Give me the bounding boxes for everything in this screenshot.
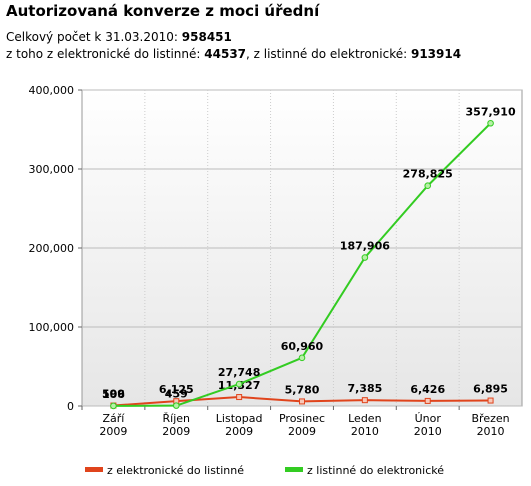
y-tick-label: 400,000 xyxy=(29,84,75,97)
value-label: 278,825 xyxy=(403,168,453,181)
e2l-value: 44537 xyxy=(204,47,247,61)
point xyxy=(110,402,117,410)
total-label: Celkový počet k 31.03.2010: xyxy=(6,30,178,44)
x-tick-label-line: Listopad xyxy=(216,412,263,425)
point xyxy=(361,254,369,261)
value-label: 459 xyxy=(165,388,188,401)
x-tick-label: Říjen 2009 xyxy=(162,412,190,438)
legend-swatch xyxy=(285,467,303,472)
x-tick-label: Září 2009 xyxy=(99,412,127,438)
legend-label: z elektronické do listinné xyxy=(107,464,244,477)
point xyxy=(424,397,431,404)
value-label: 599 xyxy=(102,388,125,401)
point xyxy=(299,398,305,405)
x-tick-label-line: 2010 xyxy=(477,425,505,438)
x-tick-label-line: Únor xyxy=(415,412,442,425)
total-value: 958451 xyxy=(181,30,232,44)
point xyxy=(487,397,494,404)
value-label: 357,910 xyxy=(466,105,516,118)
x-tick-label: Leden 2010 xyxy=(348,412,381,438)
x-tick-label-line: 2009 xyxy=(162,425,190,438)
legend-swatch xyxy=(85,467,103,472)
point xyxy=(298,354,306,362)
value-label: 5,780 xyxy=(285,383,320,396)
point xyxy=(235,380,243,388)
y-tick-label: 300,000 xyxy=(29,163,75,176)
e2l-label: z toho z elektronické do listinné: xyxy=(6,47,201,61)
y-tick-label: 200,000 xyxy=(29,242,75,255)
point xyxy=(487,119,494,127)
x-tick-label-line: 2009 xyxy=(225,425,253,438)
split-line: z toho z elektronické do listinné: 44537… xyxy=(6,47,461,61)
x-tick-label-line: Prosinec xyxy=(279,412,325,425)
value-label: 60,960 xyxy=(281,340,324,353)
x-tick-label: Listopad 2009 xyxy=(216,412,263,438)
value-label: 6,125 xyxy=(159,383,194,396)
x-tick-label-line: 2010 xyxy=(414,425,442,438)
value-label: 6,426 xyxy=(410,383,445,396)
x-tick-label-line: 2009 xyxy=(288,425,316,438)
legend-label: z listinné do elektronické xyxy=(307,464,444,477)
y-tick-label: 100,000 xyxy=(29,321,75,334)
value-label: 106 xyxy=(102,388,125,401)
l2e-value: 913914 xyxy=(410,47,462,61)
point xyxy=(361,397,368,404)
point xyxy=(424,182,432,190)
point xyxy=(172,402,180,409)
x-tick-label: Únor 2010 xyxy=(414,412,442,438)
point xyxy=(236,394,243,401)
total-line: Celkový počet k 31.03.2010: 958451 xyxy=(6,30,232,44)
x-tick-label: Prosinec 2009 xyxy=(279,412,325,438)
page-title: Autorizovaná konverze z moci úřední xyxy=(6,2,320,20)
x-tick-label-line: Září xyxy=(102,412,125,425)
value-label: 27,748 xyxy=(218,366,260,379)
value-label: 6,895 xyxy=(473,383,508,396)
l2e-label: , z listinné do elektronické: xyxy=(246,47,408,61)
x-tick-label-line: Březen xyxy=(472,412,510,425)
x-tick-label-line: Říjen xyxy=(163,412,191,425)
x-tick-label-line: Leden xyxy=(348,412,381,425)
x-tick-label-line: 2009 xyxy=(99,425,127,438)
y-tick-label: 0 xyxy=(67,400,74,413)
x-tick-label: Březen 2010 xyxy=(472,412,510,438)
x-tick-label-line: 2010 xyxy=(351,425,379,438)
value-label: 7,385 xyxy=(347,382,382,395)
value-label: 187,906 xyxy=(340,240,390,253)
